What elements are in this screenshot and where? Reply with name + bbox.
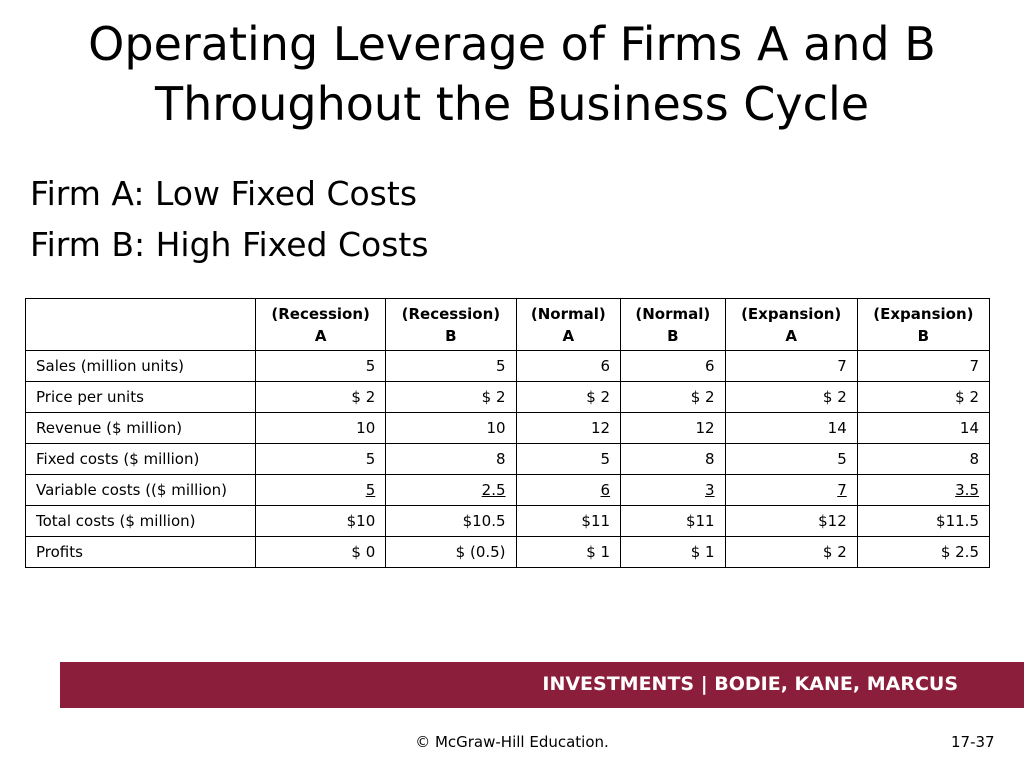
table-cell: 14 [724, 412, 858, 444]
footer-banner-text: INVESTMENTS | BODIE, KANE, MARCUS [542, 673, 958, 695]
table-cell: $11 [620, 505, 726, 537]
underlined-value: 5 [365, 481, 376, 499]
table-cell: $12 [724, 505, 858, 537]
table-row: Sales (million units) 5 5 6 6 7 7 [25, 350, 991, 382]
table-cell: 5 [254, 350, 387, 382]
copyright-notice: © McGraw-Hill Education. [415, 733, 609, 751]
header-recession-b: (Recession) B [385, 298, 517, 351]
header-top: (Recession) [401, 304, 501, 323]
underlined-value: 2.5 [481, 481, 506, 499]
table-cell: 2.5 [385, 474, 517, 506]
table-cell: $11.5 [856, 505, 991, 537]
table-cell: $10.5 [385, 505, 517, 537]
header-top: (Expansion) [873, 304, 974, 323]
header-bottom: B [445, 326, 457, 345]
row-label: Sales (million units) [25, 350, 256, 382]
table-cell: $ 2 [385, 381, 517, 413]
table-row: Fixed costs ($ million) 5 8 5 8 5 8 [25, 443, 991, 475]
table-row: Variable costs (($ million) 5 2.5 6 3 7 … [25, 474, 991, 506]
header-bottom: A [562, 326, 575, 345]
table-cell: $ 2 [724, 381, 858, 413]
table-cell: $ 2 [724, 536, 858, 568]
table-cell: 5 [724, 443, 858, 475]
header-top: (Recession) [271, 304, 370, 323]
underlined-value: 6 [600, 481, 611, 499]
table-cell: 8 [620, 443, 726, 475]
header-bottom: A [314, 326, 327, 345]
row-label: Price per units [25, 381, 256, 413]
table-cell: 5 [254, 443, 387, 475]
table-cell: 5 [254, 474, 387, 506]
table-cell: 8 [856, 443, 991, 475]
header-recession-a: (Recession) A [254, 298, 387, 351]
table-row: Price per units $ 2 $ 2 $ 2 $ 2 $ 2 $ 2 [25, 381, 991, 413]
table-cell: 3 [620, 474, 726, 506]
table-cell: 6 [620, 350, 726, 382]
table-cell: $ 2 [254, 381, 387, 413]
table-row: Total costs ($ million) $10 $10.5 $11 $1… [25, 505, 991, 537]
table-cell: 10 [254, 412, 387, 444]
table-header-row: (Recession) A (Recession) B (Normal) A (Nor… [25, 298, 991, 351]
table-cell: $ 1 [515, 536, 622, 568]
table-cell: $ 1 [620, 536, 726, 568]
row-label: Profits [25, 536, 256, 568]
table-cell: 8 [385, 443, 517, 475]
header-expansion-a: (Expansion) A [724, 298, 858, 351]
row-label: Fixed costs ($ million) [25, 443, 256, 475]
table-cell: $ 2.5 [856, 536, 991, 568]
header-normal-a: (Normal) A [515, 298, 622, 351]
table-cell: 7 [724, 350, 858, 382]
table-cell: 5 [385, 350, 517, 382]
operating-leverage-table: (Recession) A (Recession) B (Normal) A (Nor… [25, 298, 991, 568]
footer-banner: INVESTMENTS | BODIE, KANE, MARCUS [60, 662, 1024, 708]
table-cell: $10 [254, 505, 387, 537]
header-bottom: A [785, 326, 797, 345]
header-blank-cell [25, 298, 256, 351]
table-cell: 7 [724, 474, 858, 506]
header-bottom: B [667, 326, 679, 345]
table-cell: 3.5 [856, 474, 991, 506]
table-cell: 7 [856, 350, 991, 382]
table-cell: 12 [620, 412, 726, 444]
row-label: Total costs ($ million) [25, 505, 256, 537]
header-normal-b: (Normal) B [620, 298, 726, 351]
row-label: Variable costs (($ million) [25, 474, 256, 506]
firm-a-description: Firm A: Low Fixed Costs [30, 174, 418, 213]
table-row: Revenue ($ million) 10 10 12 12 14 14 [25, 412, 991, 444]
slide-title-line-2: Throughout the Business Cycle [154, 77, 870, 131]
header-top: (Expansion) [741, 304, 842, 323]
table-cell: 12 [515, 412, 622, 444]
firm-descriptions: Firm A: Low Fixed Costs Firm B: High Fix… [30, 168, 429, 270]
underlined-value: 3.5 [955, 481, 979, 499]
header-top: (Normal) [530, 304, 606, 323]
table-cell: 14 [856, 412, 991, 444]
firm-b-description: Firm B: High Fixed Costs [30, 225, 429, 264]
table-cell: $ 2 [515, 381, 622, 413]
table-cell: 5 [515, 443, 622, 475]
table-cell: $ 2 [856, 381, 991, 413]
page-number: 17-37 [951, 733, 995, 751]
table-cell: $11 [515, 505, 622, 537]
underlined-value: 7 [837, 481, 847, 499]
table-cell: 6 [515, 350, 622, 382]
header-bottom: B [917, 326, 930, 345]
header-top: (Normal) [635, 304, 711, 323]
table-cell: $ 2 [620, 381, 726, 413]
slide-title: Operating Leverage of Firms A and B Thro… [0, 14, 1024, 134]
underlined-value: 3 [705, 481, 715, 499]
table-cell: $ 0 [254, 536, 387, 568]
table-cell: 10 [385, 412, 517, 444]
row-label: Revenue ($ million) [25, 412, 256, 444]
table-cell: 6 [515, 474, 622, 506]
table-row: Profits $ 0 $ (0.5) $ 1 $ 1 $ 2 $ 2.5 [25, 536, 991, 568]
table-cell: $ (0.5) [385, 536, 517, 568]
header-expansion-b: (Expansion) B [856, 298, 991, 351]
slide-title-line-1: Operating Leverage of Firms A and B [88, 17, 936, 71]
